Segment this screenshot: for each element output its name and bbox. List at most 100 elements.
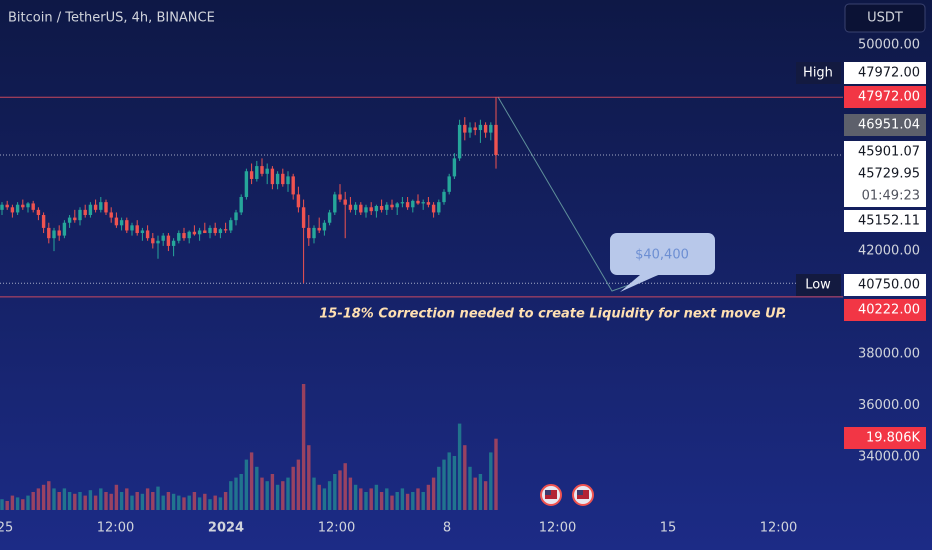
volume-bar [400, 488, 405, 510]
candle-body [78, 209, 82, 221]
candle-body [249, 171, 254, 179]
candle-body [281, 173, 285, 185]
candle-body [166, 235, 171, 246]
candle-body [478, 124, 483, 131]
volume-bar [52, 488, 56, 510]
callout-text: $40,400 [635, 248, 689, 263]
volume-bar [41, 484, 46, 510]
price-label-box [844, 210, 926, 232]
candle-body [369, 207, 373, 212]
currency-box[interactable] [844, 3, 926, 33]
volume-bar [234, 477, 238, 510]
volume-bar [78, 492, 82, 510]
volume-bar [468, 466, 472, 510]
candle-body [83, 209, 87, 216]
volume-bar [442, 459, 446, 510]
y-tick-label: 36000.00 [858, 398, 920, 413]
price-label-box [844, 114, 926, 136]
volume-label-box [844, 427, 926, 449]
volume-bar [125, 488, 129, 510]
candle-body [317, 227, 321, 231]
volume-bar [265, 481, 269, 510]
volume-bar [405, 493, 410, 510]
candle-body [151, 238, 155, 244]
volume-bar [426, 484, 431, 510]
volume-bar [130, 495, 134, 510]
price-label: 46951.04 [858, 118, 920, 133]
candle-body [463, 124, 467, 133]
y-tick-label: 42000.00 [858, 244, 920, 259]
candle-body [26, 203, 30, 208]
volume-bar [374, 484, 379, 510]
volume-bar [114, 484, 119, 510]
candle-body [353, 204, 358, 210]
candle-body [489, 124, 493, 133]
volume-bar [317, 484, 321, 510]
candle-body [234, 212, 238, 221]
candle-body [239, 196, 243, 213]
volume-bar [192, 492, 197, 510]
candle-body [218, 229, 223, 234]
x-tick-label: 12:00 [318, 521, 355, 536]
candle-body [88, 204, 93, 216]
x-tick-label: 15 [660, 521, 677, 536]
volume-bar [15, 497, 20, 510]
candle-body [125, 220, 129, 231]
price-label: 45152.11 [858, 214, 920, 229]
x-tick-label: 12:00 [97, 521, 134, 536]
candle-body [203, 230, 207, 234]
candle-body [21, 204, 25, 208]
volume-bar [244, 459, 249, 510]
candle-body [307, 227, 311, 239]
volume-label: 19.806K [866, 431, 920, 446]
volume-bar [21, 499, 25, 510]
candle-body [31, 203, 35, 210]
volume-bar [353, 484, 358, 510]
volume-bar [395, 492, 399, 510]
candle-body [390, 204, 394, 208]
candle-body [99, 202, 103, 210]
volume-bar [333, 474, 337, 510]
candle-body [41, 215, 46, 228]
candle-body [255, 166, 259, 179]
volume-bar [416, 488, 420, 510]
volume-bar [171, 493, 176, 510]
volume-bar [218, 497, 223, 510]
event-flags[interactable] [540, 484, 594, 506]
candle-body [197, 230, 202, 235]
volume-bar [437, 466, 441, 510]
x-tick-label: 8 [443, 521, 451, 536]
x-tick-label: 2024 [208, 521, 244, 536]
candle-body [348, 204, 353, 210]
candle-body [385, 204, 389, 210]
candle-body [286, 176, 290, 185]
candle-body [229, 220, 233, 231]
callout-box [610, 233, 715, 275]
candle-body [177, 233, 181, 241]
low-label: 40750.00 [858, 278, 920, 293]
candle-body [442, 191, 446, 203]
volume-bar [301, 384, 306, 510]
volume-bar [452, 456, 457, 510]
volume-bar [10, 495, 15, 510]
volume-bar [203, 493, 207, 510]
currency[interactable]: USDT [867, 11, 903, 26]
volume-bar [223, 492, 228, 510]
volume-bar [177, 495, 181, 510]
volume-bar [463, 445, 467, 510]
price-label-box [844, 299, 926, 321]
volume-bar [478, 474, 483, 510]
candle-body [5, 204, 9, 208]
volume-bar [494, 438, 498, 510]
volume-bar [109, 493, 113, 510]
volume-bar [483, 481, 488, 510]
candle-body [130, 225, 134, 231]
candle-body [213, 227, 217, 234]
volume-bar [67, 492, 72, 510]
volume-bar [83, 495, 87, 510]
candle-body [400, 202, 405, 204]
volume-bar [57, 492, 61, 510]
candle-body [265, 168, 269, 174]
candle-body [416, 200, 420, 204]
